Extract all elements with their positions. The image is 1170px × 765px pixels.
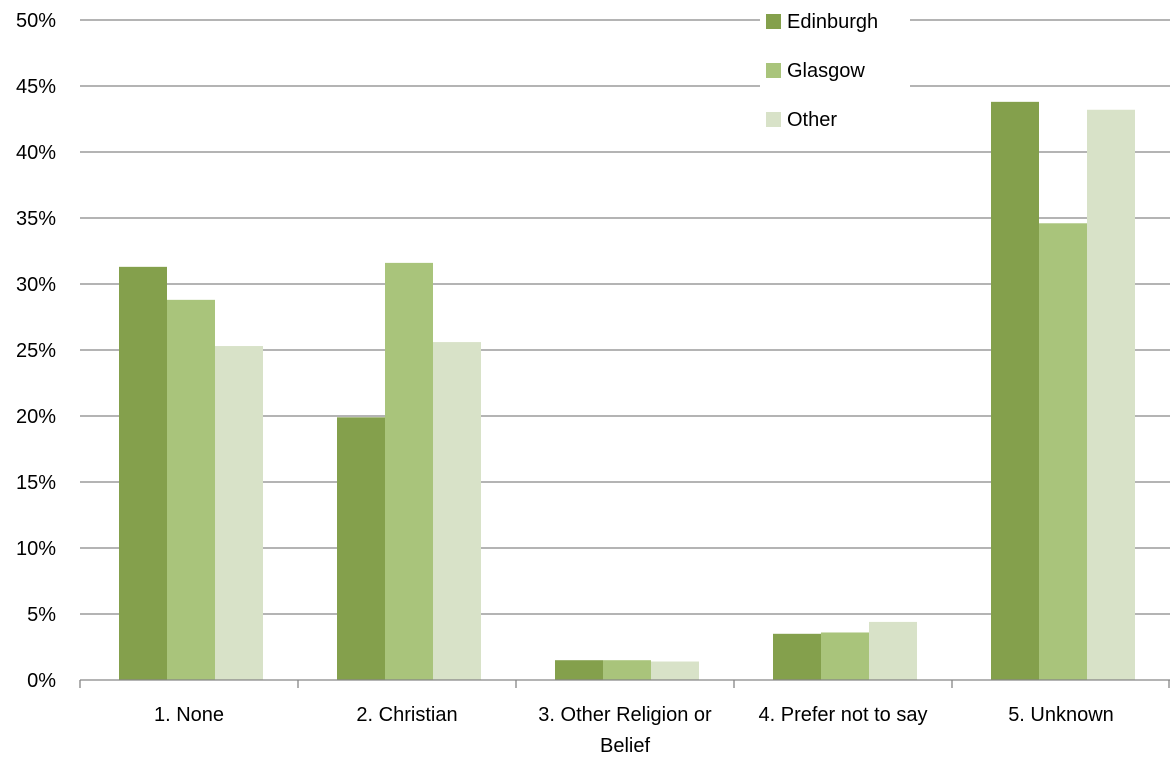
bar-glasgow [385,262,433,680]
x-tick-label: 5. Unknown [1008,704,1114,726]
y-tick-label: 15% [16,472,56,494]
bar-glasgow [1039,223,1087,680]
x-axis [79,679,1170,688]
legend-swatch-other [766,112,781,127]
x-tick-label: 2. Christian [356,704,457,726]
x-tick-label: 4. Prefer not to say [759,704,928,726]
bar-edinburgh [337,417,385,680]
legend: Edinburgh Glasgow Other [760,8,910,140]
bars [119,101,1135,681]
bar-edinburgh [555,660,603,680]
y-axis-tick-labels: 0% 5% 10% 15% 20% 25% 30% 35% 40% 45% 50% [16,10,56,692]
y-tick-label: 0% [27,670,56,692]
x-axis-tick-labels: 1. None 2. Christian 3. Other Religion or B… [154,704,1114,757]
bar-glasgow [821,632,869,680]
y-tick-label: 40% [16,142,56,164]
y-tick-label: 50% [16,10,56,32]
x-tick-label: Belief [600,735,650,757]
bar-other [869,621,917,680]
y-tick-label: 5% [27,604,56,626]
bar-glasgow [603,660,651,680]
y-tick-label: 10% [16,538,56,560]
bar-other [1087,109,1135,680]
y-tick-label: 30% [16,274,56,296]
y-tick-label: 20% [16,406,56,428]
legend-swatch-glasgow [766,63,781,78]
legend-label: Glasgow [787,60,865,82]
x-tick-label: 1. None [154,704,224,726]
bar-glasgow [167,299,215,680]
bar-edinburgh [991,101,1039,681]
bar-edinburgh [119,266,167,680]
legend-background [760,8,910,140]
y-tick-label: 25% [16,340,56,362]
bar-other [215,346,263,680]
bar-other [433,342,481,680]
x-tick-label: 3. Other Religion or [538,704,712,726]
bar-group [991,101,1135,681]
bar-edinburgh [773,633,821,680]
bar-group [337,262,481,680]
y-tick-label: 35% [16,208,56,230]
legend-swatch-edinburgh [766,14,781,29]
bar-other [651,661,699,680]
legend-label: Edinburgh [787,11,878,33]
bar-group [555,660,699,680]
bar-group [773,621,917,680]
legend-label: Other [787,109,837,131]
y-tick-label: 45% [16,76,56,98]
bar-group [119,266,263,680]
